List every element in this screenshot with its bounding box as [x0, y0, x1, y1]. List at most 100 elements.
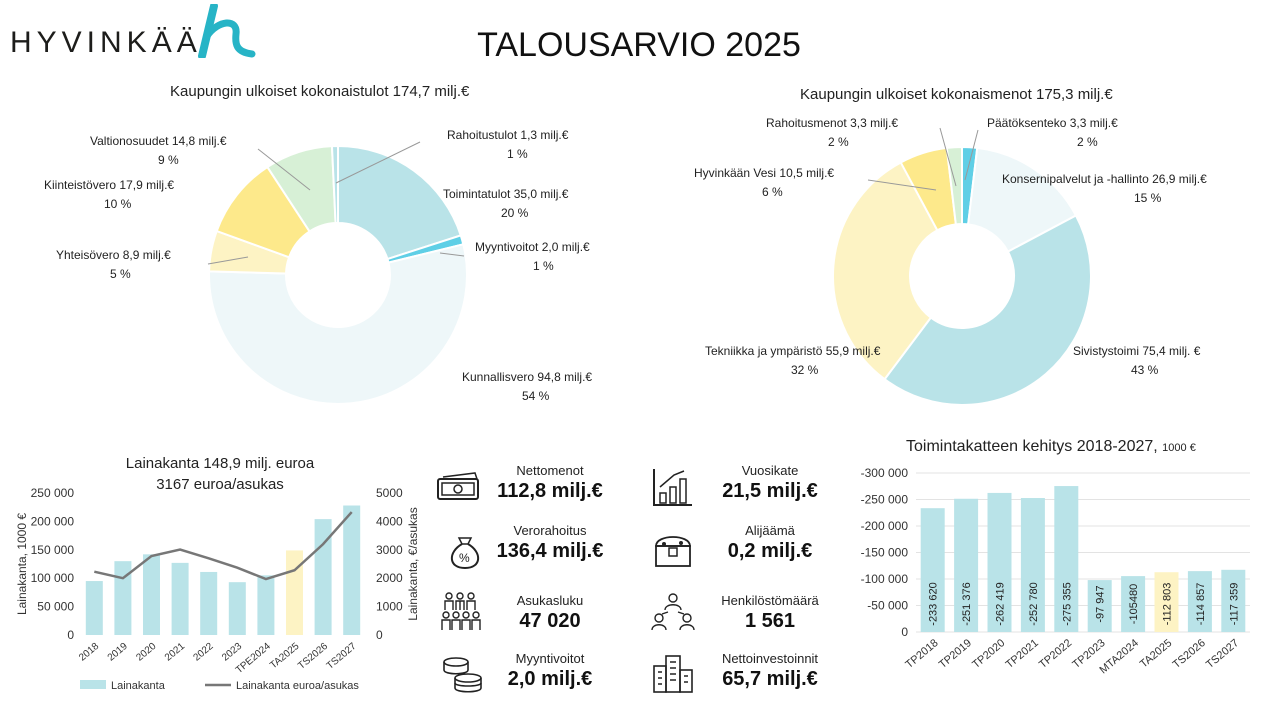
margin-category-label: TP2018	[903, 637, 940, 671]
kpi-value: 65,7 milj.€	[722, 668, 818, 690]
margin-bar	[1020, 498, 1045, 632]
kpi-panel: Nettomenot 112,8 milj.€ Vuosikate 21,5 milj…	[420, 455, 860, 720]
margin-category-label: TS2026	[1171, 637, 1208, 671]
kpi-value: 112,8 milj.€	[497, 480, 603, 502]
income-chart-title: Kaupungin ulkoiset kokonaistulot 174,7 m…	[170, 83, 470, 100]
loan-bar	[257, 575, 275, 635]
margin-category-label: TP2019	[937, 637, 974, 671]
margin-ytick-label: -250 000	[861, 493, 909, 507]
loan-per-resident-line	[94, 511, 353, 581]
expense-slice-tekniikka-ja-ympäristö	[832, 161, 939, 381]
kpi-value: 47 020	[519, 610, 581, 632]
logo-text: HYVINKÄÄ	[10, 26, 202, 59]
kpi-value: 0,2 milj.€	[727, 540, 813, 562]
income-label-kunnallisvero: Kunnallisvero 94,8 milj.€ 54 %	[462, 370, 593, 403]
loan-ytick-label: 0	[67, 628, 74, 642]
expense-donut-chart	[832, 127, 1092, 406]
buildings-icon	[653, 655, 693, 693]
kpi-label: Asukasluku	[516, 593, 584, 608]
loan-category-label: 2021	[163, 641, 187, 664]
margin-category-label: TA2025	[1138, 637, 1175, 670]
income-label-toimintatulot: Toimintatulot 35,0 milj.€ 20 %	[443, 187, 569, 220]
margin-value-label: -251 376	[961, 582, 973, 625]
growth-chart-icon	[653, 469, 692, 506]
kpi-label: Henkilöstömäärä	[721, 593, 819, 608]
money-bill-icon	[437, 472, 479, 500]
loan-legend-label-bar: Lainakanta	[111, 680, 166, 692]
kpi-value: 136,4 milj.€	[496, 540, 604, 562]
kpi-value: 21,5 milj.€	[722, 480, 818, 502]
income-label-kiinteistovero: Kiinteistövero 17,9 milj.€ 10 %	[44, 178, 175, 211]
loan-ytick-label: 200 000	[31, 514, 75, 528]
loan-category-label: 2023	[220, 641, 244, 664]
margin-value-label: -262 419	[995, 582, 1007, 625]
loan-combo-chart: 250 000 200 000 150 000 100 000 50 000 0 5000 4…	[15, 486, 420, 692]
margin-value-label: -275 355	[1061, 582, 1073, 625]
margin-value-label: -117 359	[1228, 583, 1240, 626]
margin-value-label: -112 803	[1162, 583, 1174, 626]
margin-bar	[920, 508, 945, 632]
kpi-label: Alijäämä	[745, 523, 795, 538]
loan-ylabel: Lainakanta, 1000 €	[15, 513, 29, 615]
margin-ytick-label: 0	[901, 625, 908, 639]
loan-category-label: TA2025	[268, 641, 302, 672]
income-slice-toimintatulot	[337, 144, 463, 261]
treasure-chest-icon	[655, 536, 691, 567]
loan-bar	[286, 550, 303, 635]
loan-category-label: 2020	[134, 641, 158, 664]
loan-category-label: 2022	[192, 641, 216, 664]
loan-y2label: Lainakanta, €/asukas	[406, 507, 420, 620]
margin-bar	[987, 492, 1012, 632]
margin-bar-chart: -300 000 -250 000 -200 000 -150 000 -100 000…	[861, 466, 1250, 676]
kpi-label: Nettoinvestoinnit	[721, 651, 819, 666]
loan-y2tick-label: 5000	[376, 486, 403, 500]
loan-ytick-label: 50 000	[37, 600, 74, 614]
loan-bar	[143, 554, 160, 635]
margin-value-label: -252 780	[1028, 582, 1040, 625]
loan-y2tick-label: 1000	[376, 600, 403, 614]
margin-category-label: TP2021	[1004, 637, 1041, 671]
kpi-label: Nettomenot	[516, 463, 584, 478]
income-leader-line	[439, 252, 465, 257]
loan-legend-label-line: Lainakanta euroa/asukas	[236, 680, 359, 692]
expense-label-konsernipalvelut: Konsernipalvelut ja -hallinto 26,9 milj.…	[1002, 172, 1207, 205]
expense-leader-line	[939, 127, 957, 187]
margin-bar	[1121, 576, 1146, 632]
loan-category-label: TS2026	[296, 641, 330, 672]
loan-bar	[228, 582, 246, 635]
kpi-value: 1 561	[744, 610, 796, 632]
margin-value-label: -105480	[1128, 584, 1140, 624]
income-leader-line	[207, 256, 249, 265]
expense-label-sivistystoimi: Sivistystoimi 75,4 milj. € 43 %	[1073, 344, 1201, 377]
coins-stack-icon	[443, 657, 482, 693]
income-donut-chart	[207, 141, 468, 406]
margin-chart-title: Toimintakatteen kehitys 2018-2027, 1000 …	[906, 438, 1196, 455]
loan-ytick-label: 150 000	[31, 543, 75, 557]
expense-label-tekniikka: Tekniikka ja ympäristö 55,9 milj.€ 32 %	[705, 344, 881, 377]
margin-ytick-label: -150 000	[861, 546, 909, 560]
loan-ytick-label: 100 000	[31, 571, 75, 585]
margin-value-label: -97 947	[1095, 585, 1107, 622]
income-slice-kunnallisvero	[208, 243, 468, 406]
loan-y2tick-label: 4000	[376, 514, 403, 528]
logo-mark-icon	[198, 4, 256, 58]
income-leader-line	[257, 148, 311, 191]
income-label-myyntivoitot: Myyntivoitot 2,0 milj.€ 1 %	[475, 240, 590, 273]
margin-bar	[1087, 580, 1112, 632]
loan-y2tick-label: 0	[376, 628, 383, 642]
svg-text:%: %	[459, 551, 470, 565]
loan-category-label: 2018	[77, 641, 101, 664]
margin-value-label: -114 857	[1195, 583, 1207, 626]
loan-ytick-label: 250 000	[31, 486, 75, 500]
kpi-label: Vuosikate	[741, 463, 799, 478]
expense-label-paatoksenteko: Päätöksenteko 3,3 milj.€ 2 %	[987, 116, 1118, 149]
staff-network-icon	[651, 593, 695, 631]
margin-bar	[1054, 486, 1079, 632]
income-label-valtionosuudet: Valtionosuudet 14,8 milj.€ 9 %	[90, 134, 227, 167]
margin-category-label: TS2027	[1204, 637, 1241, 671]
margin-ytick-label: -100 000	[861, 572, 909, 586]
expense-slice-sivistystoimi	[883, 214, 1092, 406]
income-slice-rahoitustulot	[330, 144, 339, 225]
margin-value-label: -233 620	[928, 582, 940, 625]
loan-y2tick-label: 2000	[376, 571, 403, 585]
